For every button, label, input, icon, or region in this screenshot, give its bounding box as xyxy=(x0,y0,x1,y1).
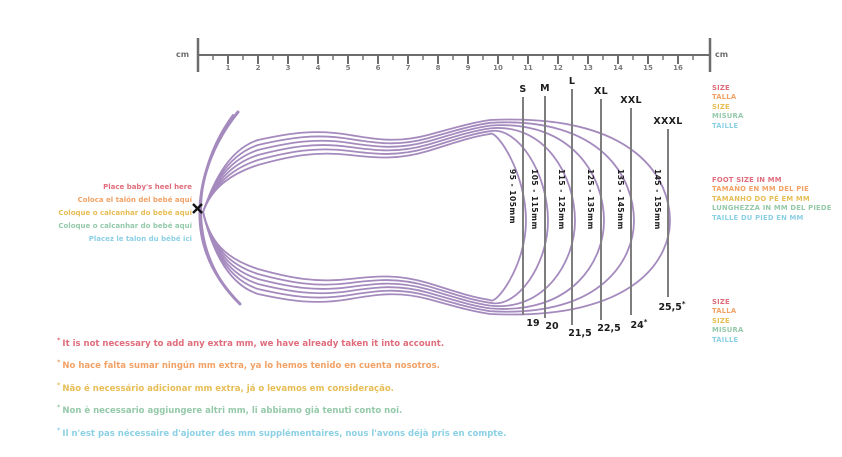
foot-outline-s xyxy=(202,132,527,302)
heel-instruction-en: Place baby's heel here xyxy=(103,183,192,191)
heel-instruction-pt: Coloque o calcanhar do bebé aqui xyxy=(58,209,192,217)
asterisk: * xyxy=(57,425,61,434)
ruler-tick-number: 3 xyxy=(285,64,291,72)
heel-x-mark xyxy=(192,203,203,214)
foot-outline-xl xyxy=(202,124,605,310)
size-legend-line: TAILLE xyxy=(712,121,739,130)
ruler-tick-number: 13 xyxy=(583,64,593,72)
ruler-tick-number: 12 xyxy=(553,64,563,72)
asterisk: * xyxy=(57,358,61,367)
foot-size-legend-line: TAMANHO DO PÉ EM MM xyxy=(712,194,810,203)
heel-instruction-it: Coloque o calcanhar do bebé aqui xyxy=(58,222,192,230)
foot-range-label: 145 - 155mm xyxy=(653,169,662,230)
asterisk: * xyxy=(643,318,648,326)
asterisk: * xyxy=(57,403,61,412)
foot-outline-xxl xyxy=(202,121,635,313)
note-line: * Il n'est pas nécessaire d'ajouter des m… xyxy=(57,421,506,443)
foot-size-legend-line: TAILLE DU PIED EN MM xyxy=(712,213,804,222)
size-label: L xyxy=(568,76,576,87)
size-legend-line: SIZE xyxy=(712,298,730,306)
shoe-size-number: 20 xyxy=(545,321,558,332)
ruler-tick-number: 7 xyxy=(405,64,411,72)
foot-outline-m xyxy=(202,130,549,305)
size-label: XL xyxy=(594,86,608,97)
size-legend-line: SIZE xyxy=(712,102,730,111)
heel-back-arc-inner xyxy=(199,114,236,300)
foot-outline-xxxl xyxy=(202,118,671,316)
ruler-tick-number: 6 xyxy=(375,64,381,72)
shoe-size-number: 24* xyxy=(631,318,648,331)
ruler-tick-number: 4 xyxy=(315,64,321,72)
asterisk: * xyxy=(57,336,61,344)
shoe-size-value: 20 xyxy=(545,321,559,332)
size-label: M xyxy=(540,83,550,94)
notes-block: * It is not necessary to add any extra mm… xyxy=(57,331,506,443)
heel-instruction-fr: Placez le talon du bébé ici xyxy=(88,235,192,243)
ruler-tick-number: 9 xyxy=(465,64,471,72)
foot-size-legend-line: TAMAÑO EN MM DEL PIE xyxy=(712,185,809,194)
size-legend-line: TALLA xyxy=(712,307,737,316)
ruler-tick-number: 8 xyxy=(435,64,441,72)
shoe-size-number: 25,5* xyxy=(658,300,685,313)
ruler-tick-number: 11 xyxy=(523,64,533,72)
asterisk: * xyxy=(57,380,61,389)
shoe-size-value: 21,5 xyxy=(568,328,592,339)
shoe-size-number: 19 xyxy=(526,318,539,329)
heel-instruction-es: Coloca el talón del bebé aquí xyxy=(77,196,192,204)
foot-range-label: 115 - 125mm xyxy=(557,169,566,230)
shoe-size-number: 22,5 xyxy=(597,323,620,334)
size-legend-bottom: SIZE TALLA SIZE MISURA TAILLE xyxy=(712,298,838,345)
size-legend-line: MISURA xyxy=(712,326,744,335)
size-legend-line: MISURA xyxy=(712,112,744,121)
foot-range-label: 125 - 135mm xyxy=(586,169,595,230)
shoe-size-value: 22,5 xyxy=(597,323,621,334)
ruler-unit-right: cm xyxy=(715,50,729,59)
size-label: XXXL xyxy=(653,116,683,127)
note-text: It is not necessary to add any extra mm,… xyxy=(62,338,445,349)
ruler-tick-number: 16 xyxy=(673,64,683,72)
foot-range-label: 105 - 115mm xyxy=(530,169,539,230)
note-line: * Non è necessario aggiungere altri mm, l… xyxy=(57,398,506,420)
foot-size-legend: FOOT SIZE IN MM TAMAÑO EN MM DEL PIE TAMAN… xyxy=(712,176,838,223)
note-text: No hace falta sumar ningún mm extra, ya … xyxy=(62,361,440,372)
ruler-tick-number: 1 xyxy=(225,64,231,72)
foot-size-legend-line: FOOT SIZE IN MM xyxy=(712,176,782,184)
note-text: Non è necessario aggiungere altri mm, li… xyxy=(62,406,403,417)
ruler-tick-number: 14 xyxy=(613,64,623,72)
foot-outline-l xyxy=(202,127,576,307)
note-line: * It is not necessary to add any extra mm… xyxy=(57,331,506,353)
size-legend-line: TAILLE xyxy=(712,335,739,344)
shoe-size-number: 21,5 xyxy=(568,328,591,339)
note-text: Não é necessário adicionar mm extra, já … xyxy=(62,383,394,394)
size-legend-line: TALLA xyxy=(712,93,737,102)
shoe-size-value: 25,5 xyxy=(658,302,682,314)
asterisk: * xyxy=(681,300,686,308)
note-line: * No hace falta sumar ningún mm extra, ya… xyxy=(57,353,506,375)
note-line: * Não é necessário adicionar mm extra, já… xyxy=(57,376,506,398)
ruler-tick-number: 15 xyxy=(643,64,653,72)
heel-instructions: Place baby's heel here Coloca el talón de… xyxy=(37,181,192,246)
ruler-tick-number: 2 xyxy=(255,64,261,72)
note-text: Il n'est pas nécessaire d'ajouter des mm… xyxy=(62,428,507,439)
size-label: S xyxy=(519,84,527,95)
ruler-unit-left: cm xyxy=(176,50,190,59)
size-legend-line: SIZE xyxy=(712,84,730,92)
foot-range-label: 95 - 105mm xyxy=(508,169,517,225)
shoe-size-value: 19 xyxy=(526,318,540,329)
foot-range-label: 135 - 145mm xyxy=(616,169,625,230)
size-legend-top: SIZE TALLA SIZE MISURA TAILLE xyxy=(712,84,838,131)
size-label: XXL xyxy=(620,95,642,106)
ruler-tick-number: 10 xyxy=(493,64,503,72)
shoe-size-value: 24 xyxy=(630,320,644,332)
size-legend-line: SIZE xyxy=(712,316,730,325)
ruler-tick-number: 5 xyxy=(345,64,351,72)
foot-size-legend-line: LUNGHEZZA IN MM DEL PIEDE xyxy=(712,204,832,213)
